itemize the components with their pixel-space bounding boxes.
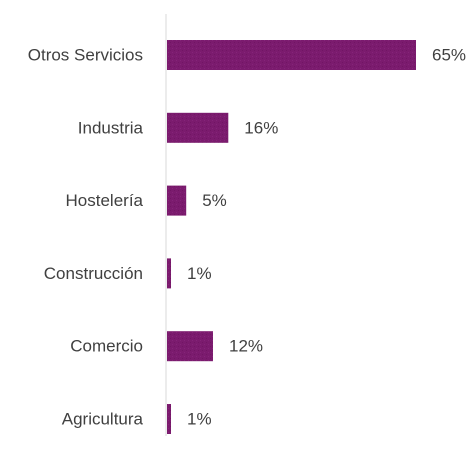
category-label-industria: Industria <box>78 118 144 137</box>
bar-comercio <box>167 331 213 362</box>
bar-industria <box>167 112 229 143</box>
bar-agricultura <box>167 404 171 434</box>
category-label-comercio: Comercio <box>70 337 143 356</box>
bar-construccion <box>167 258 171 289</box>
value-label-agricultura: 1% <box>187 410 212 429</box>
value-label-otros-servicios: 65% <box>432 46 466 65</box>
value-label-hosteleria: 5% <box>202 191 227 210</box>
bar-hosteleria <box>167 185 187 216</box>
category-labels-group: Otros Servicios Industria Hostelería Constr… <box>28 46 144 429</box>
value-labels-group: 65% 16% 5% 1% 12% 1% <box>187 46 466 429</box>
value-label-industria: 16% <box>244 118 278 137</box>
value-label-comercio: 12% <box>229 337 263 356</box>
value-label-construccion: 1% <box>187 264 212 283</box>
category-label-construccion: Construcción <box>44 264 143 283</box>
bar-otros-servicios <box>167 40 416 70</box>
category-label-hosteleria: Hostelería <box>66 191 144 210</box>
bars-group <box>167 40 416 434</box>
category-label-agricultura: Agricultura <box>62 410 144 429</box>
category-label-otros-servicios: Otros Servicios <box>28 46 143 65</box>
